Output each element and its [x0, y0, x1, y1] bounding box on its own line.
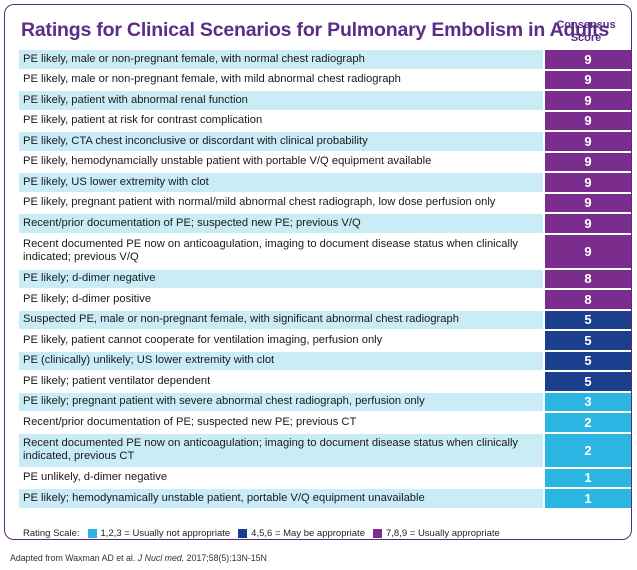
consensus-score: 2	[545, 413, 631, 432]
consensus-score: 2	[545, 433, 631, 467]
consensus-score: 5	[545, 331, 631, 350]
scenario-text: PE likely, patient with abnormal renal f…	[19, 91, 543, 110]
table-row: Suspected PE, male or non-pregnant femal…	[19, 310, 631, 329]
scenario-text: PE likely; patient ventilator dependent	[19, 372, 543, 391]
legend-item-mid: 4,5,6 = May be appropriate	[251, 528, 365, 539]
scenario-text: PE likely, hemodynamcially unstable pati…	[19, 152, 543, 171]
consensus-score: 5	[545, 372, 631, 391]
consensus-score: 9	[545, 50, 631, 69]
scenario-text: Recent/prior documentation of PE; suspec…	[19, 214, 543, 233]
table-row: PE likely, US lower extremity with clot 9	[19, 173, 631, 192]
scenario-text: PE likely, CTA chest inconclusive or dis…	[19, 132, 543, 151]
score-column-header: Consensus Score	[544, 19, 628, 45]
table-row: PE likely, hemodynamcially unstable pati…	[19, 152, 631, 171]
consensus-score: 8	[545, 269, 631, 288]
scenario-text: Recent/prior documentation of PE; suspec…	[19, 413, 543, 432]
score-header-line1: Consensus	[556, 19, 616, 31]
table-row: PE likely; hemodynamically unstable pati…	[19, 489, 631, 508]
scenario-text: PE likely; d-dimer positive	[19, 290, 543, 309]
table-row: PE likely; patient ventilator dependent 5	[19, 372, 631, 391]
table-row: Recent/prior documentation of PE; suspec…	[19, 214, 631, 233]
table-frame: Ratings for Clinical Scenarios for Pulmo…	[4, 4, 632, 540]
table-row: Recent/prior documentation of PE; suspec…	[19, 413, 631, 432]
source-citation: Adapted from Waxman AD et al. J Nucl med…	[10, 553, 267, 563]
table-row: PE unlikely, d-dimer negative 1	[19, 468, 631, 487]
citation-prefix: Adapted from Waxman AD et al.	[10, 553, 138, 563]
table-row: PE likely, patient with abnormal renal f…	[19, 91, 631, 110]
consensus-score: 9	[545, 234, 631, 268]
table-row: PE likely, pregnant patient with normal/…	[19, 193, 631, 212]
consensus-score: 9	[545, 173, 631, 192]
scenario-text: PE unlikely, d-dimer negative	[19, 468, 543, 487]
scenario-text: PE likely, US lower extremity with clot	[19, 173, 543, 192]
citation-suffix: 2017;58(5):13N-15N	[184, 553, 267, 563]
legend-swatch-navy	[238, 529, 248, 538]
scenario-text: PE likely, pregnant patient with normal/…	[19, 193, 543, 212]
consensus-score: 3	[545, 392, 631, 411]
table-row: PE likely; d-dimer negative 8	[19, 269, 631, 288]
rating-scale-legend: Rating Scale: 1,2,3 = Usually not approp…	[23, 528, 500, 539]
legend-item-high: 7,8,9 = Usually appropriate	[385, 528, 500, 539]
consensus-score: 9	[545, 132, 631, 151]
table-row: PE (clinically) unlikely; US lower extre…	[19, 351, 631, 370]
scenario-text: PE likely, male or non-pregnant female, …	[19, 50, 543, 69]
scenario-text: Suspected PE, male or non-pregnant femal…	[19, 310, 543, 329]
legend-label: Rating Scale:	[23, 528, 80, 539]
scenario-text: PE likely, patient at risk for contrast …	[19, 111, 543, 130]
legend-item-low: 1,2,3 = Usually not appropriate	[100, 528, 231, 539]
consensus-score: 9	[545, 111, 631, 130]
consensus-score: 9	[545, 91, 631, 110]
scenario-text: Recent documented PE now on anticoagulat…	[19, 234, 543, 268]
scenario-text: PE likely; hemodynamically unstable pati…	[19, 489, 543, 508]
ratings-table: PE likely, male or non-pregnant female, …	[19, 50, 631, 510]
consensus-score: 9	[545, 214, 631, 233]
scenario-text: PE likely; d-dimer negative	[19, 269, 543, 288]
consensus-score: 8	[545, 290, 631, 309]
consensus-score: 5	[545, 310, 631, 329]
scenario-text: PE likely, male or non-pregnant female, …	[19, 70, 543, 89]
scenario-text: PE (clinically) unlikely; US lower extre…	[19, 351, 543, 370]
scenario-text: PE likely, patient cannot cooperate for …	[19, 331, 543, 350]
legend-swatch-purple	[372, 529, 382, 538]
consensus-score: 1	[545, 468, 631, 487]
legend-swatch-cyan	[87, 529, 97, 538]
table-row: PE likely; pregnant patient with severe …	[19, 392, 631, 411]
scenario-text: PE likely; pregnant patient with severe …	[19, 392, 543, 411]
table-row: PE likely, CTA chest inconclusive or dis…	[19, 132, 631, 151]
table-row: Recent documented PE now on anticoagulat…	[19, 433, 631, 467]
table-row: PE likely, patient at risk for contrast …	[19, 111, 631, 130]
consensus-score: 1	[545, 489, 631, 508]
consensus-score: 5	[545, 351, 631, 370]
consensus-score: 9	[545, 152, 631, 171]
table-row: Recent documented PE now on anticoagulat…	[19, 234, 631, 268]
table-row: PE likely, male or non-pregnant female, …	[19, 70, 631, 89]
score-header-line2: Score	[570, 32, 602, 44]
citation-journal: J Nucl med.	[137, 553, 185, 563]
consensus-score: 9	[545, 70, 631, 89]
table-row: PE likely; d-dimer positive 8	[19, 290, 631, 309]
consensus-score: 9	[545, 193, 631, 212]
table-row: PE likely, male or non-pregnant female, …	[19, 50, 631, 69]
scenario-text: Recent documented PE now on anticoagulat…	[19, 433, 543, 467]
page-title: Ratings for Clinical Scenarios for Pulmo…	[21, 19, 610, 41]
table-row: PE likely, patient cannot cooperate for …	[19, 331, 631, 350]
